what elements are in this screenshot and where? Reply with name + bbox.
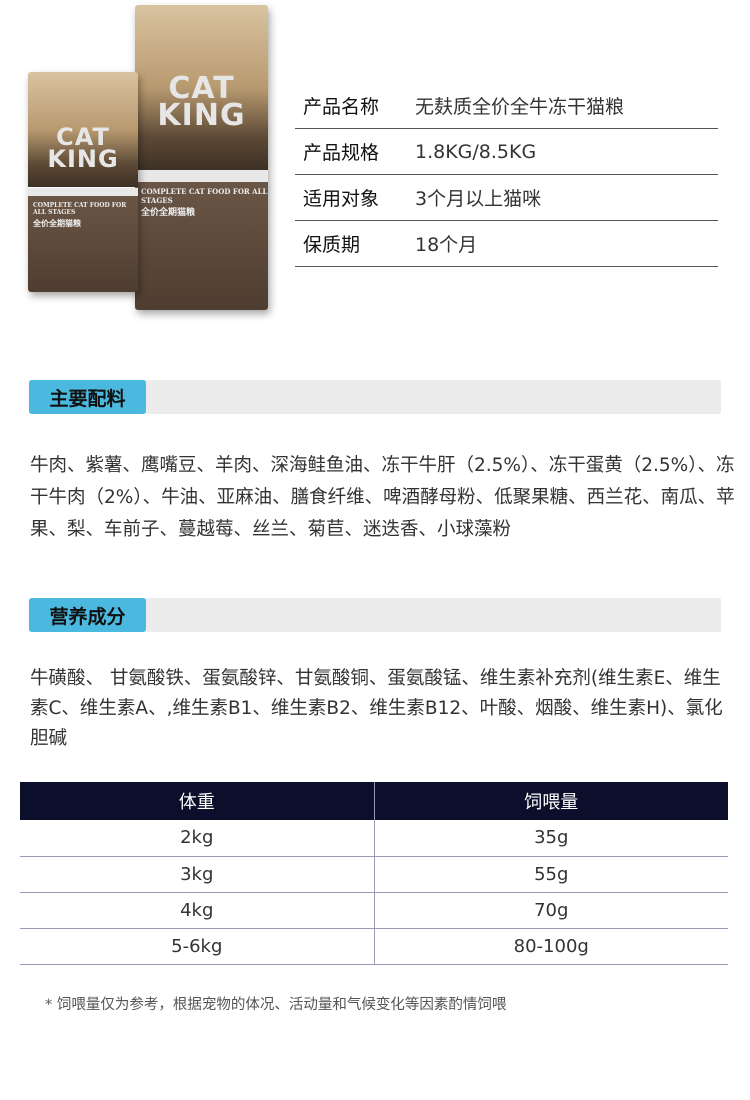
header-amount: 饲喂量 xyxy=(374,782,728,820)
amount-cell: 35g xyxy=(374,820,728,857)
bag-headline: COMPLETE CAT FOOD FOR ALL STAGES xyxy=(141,187,268,205)
ingredients-text: 牛肉、紫薯、鹰嘴豆、羊肉、深海鲑鱼油、冻干牛肝（2.5%）、冻干蛋黄（2.5%）… xyxy=(30,455,735,540)
amount-cell: 80-100g xyxy=(374,928,728,965)
weight-cell: 5-6kg xyxy=(20,928,375,965)
nutrition-title: 营养成分 xyxy=(29,598,146,632)
table-row: 4kg 70g xyxy=(20,892,728,929)
nutrition-text: 牛磺酸、 甘氨酸铁、蛋氨酸锌、甘氨酸铜、蛋氨酸锰、维生素补充剂(维生素E、维生素… xyxy=(30,668,723,749)
nutrition-header: 营养成分 xyxy=(29,598,721,632)
product-bag-small: CAT KING COMPLETE CAT FOOD FOR ALL STAGES… xyxy=(28,72,138,292)
amount-cell: 70g xyxy=(374,892,728,929)
weight-cell: 3kg xyxy=(20,856,375,893)
spec-row-name: 产品名称 无麸质全价全牛冻干猫粮 xyxy=(295,83,718,129)
weight-cell: 2kg xyxy=(20,820,375,857)
ingredients-header: 主要配料 xyxy=(29,380,721,414)
table-header-row: 体重 饲喂量 xyxy=(20,782,728,820)
spec-value: 1.8KG/8.5KG xyxy=(415,140,537,163)
spec-label: 产品规格 xyxy=(303,142,380,164)
product-bag-large: CAT KING COMPLETE CAT FOOD FOR ALL STAGES… xyxy=(135,5,268,310)
spec-row-target: 适用对象 3个月以上猫咪 xyxy=(295,175,718,221)
amount-cell: 55g xyxy=(374,856,728,893)
spec-label: 适用对象 xyxy=(303,188,380,210)
spec-row-shelf-life: 保质期 18个月 xyxy=(295,221,718,267)
bag-headline: COMPLETE CAT FOOD FOR ALL STAGES xyxy=(33,202,127,216)
bag-logo: CAT KING xyxy=(157,71,246,133)
spec-value: 18个月 xyxy=(415,234,478,256)
ingredients-title: 主要配料 xyxy=(29,380,146,414)
table-row: 3kg 55g xyxy=(20,856,728,893)
table-row: 5-6kg 80-100g xyxy=(20,928,728,965)
feeding-table: 体重 饲喂量 2kg 35g 3kg 55g 4kg 70g 5-6kg 80-100g xyxy=(20,782,728,965)
spec-label: 产品名称 xyxy=(303,96,380,118)
spec-value: 无麸质全价全牛冻干猫粮 xyxy=(415,96,625,118)
weight-cell: 4kg xyxy=(20,892,375,929)
bag-cn-title: 全价全期猫粮 xyxy=(33,218,81,228)
spec-row-size: 产品规格 1.8KG/8.5KG xyxy=(295,129,718,175)
table-row: 2kg 35g xyxy=(20,820,728,857)
feeding-footnote: * 饲喂量仅为参考，根据宠物的体况、活动量和气候变化等因素酌情饲喂 xyxy=(45,997,507,1013)
bag-cn-title: 全价全期猫粮 xyxy=(141,208,196,218)
header-weight: 体重 xyxy=(20,782,375,820)
spec-value: 3个月以上猫咪 xyxy=(415,188,542,210)
spec-label: 保质期 xyxy=(303,234,361,256)
